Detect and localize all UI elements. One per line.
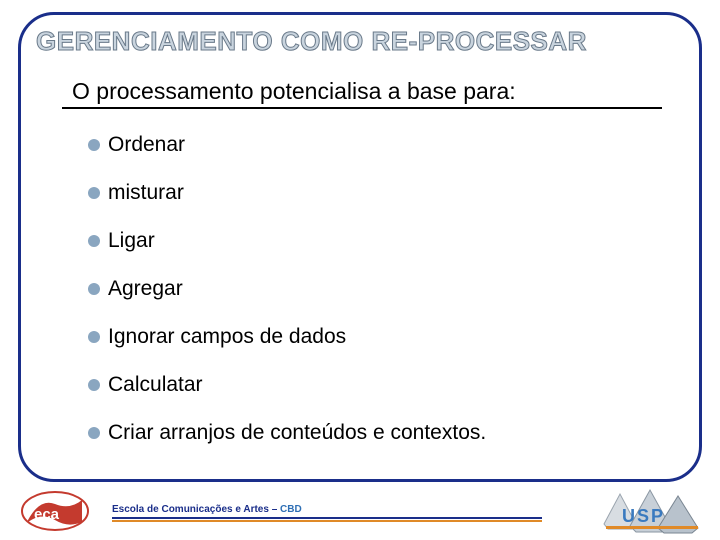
bullet-icon xyxy=(88,187,100,199)
slide-subtitle: O processamento potencialisa a base para… xyxy=(72,78,516,105)
bullet-icon xyxy=(88,427,100,439)
footer-divider-blue xyxy=(112,517,542,519)
bullet-label: Ligar xyxy=(108,229,155,253)
bullet-icon xyxy=(88,283,100,295)
list-item: Agregar xyxy=(88,270,486,308)
footer-text-block: Escola de Comunicações e Artes – CBD xyxy=(112,504,542,522)
list-item: Ordenar xyxy=(88,126,486,164)
bullet-icon xyxy=(88,139,100,151)
bullet-label: Ordenar xyxy=(108,133,185,157)
list-item: Criar arranjos de conteúdos e contextos. xyxy=(88,414,486,452)
list-item: Ligar xyxy=(88,222,486,260)
footer-suffix: CBD xyxy=(280,504,302,515)
bullet-label: Criar arranjos de conteúdos e contextos. xyxy=(108,421,486,445)
svg-text:USP: USP xyxy=(622,506,665,526)
bullet-icon xyxy=(88,331,100,343)
bullet-icon xyxy=(88,379,100,391)
slide-title: GERENCIAMENTO COMO RE-PROCESSAR xyxy=(36,26,684,57)
bullet-list: Ordenar misturar Ligar Agregar Ignorar c… xyxy=(88,126,486,462)
list-item: Ignorar campos de dados xyxy=(88,318,486,356)
bullet-icon xyxy=(88,235,100,247)
list-item: Calculatar xyxy=(88,366,486,404)
usp-logo: USP xyxy=(602,486,702,534)
footer-prefix: Escola de Comunicações e Artes – xyxy=(112,504,280,515)
bullet-label: Agregar xyxy=(108,277,183,301)
footer-divider-orange xyxy=(112,520,542,522)
eca-logo: eca xyxy=(20,490,90,532)
bullet-label: Calculatar xyxy=(108,373,203,397)
svg-text:eca: eca xyxy=(34,506,60,523)
footer-text: Escola de Comunicações e Artes – CBD xyxy=(112,504,542,515)
subtitle-underline xyxy=(62,107,662,109)
bullet-label: Ignorar campos de dados xyxy=(108,325,346,349)
bullet-label: misturar xyxy=(108,181,184,205)
list-item: misturar xyxy=(88,174,486,212)
